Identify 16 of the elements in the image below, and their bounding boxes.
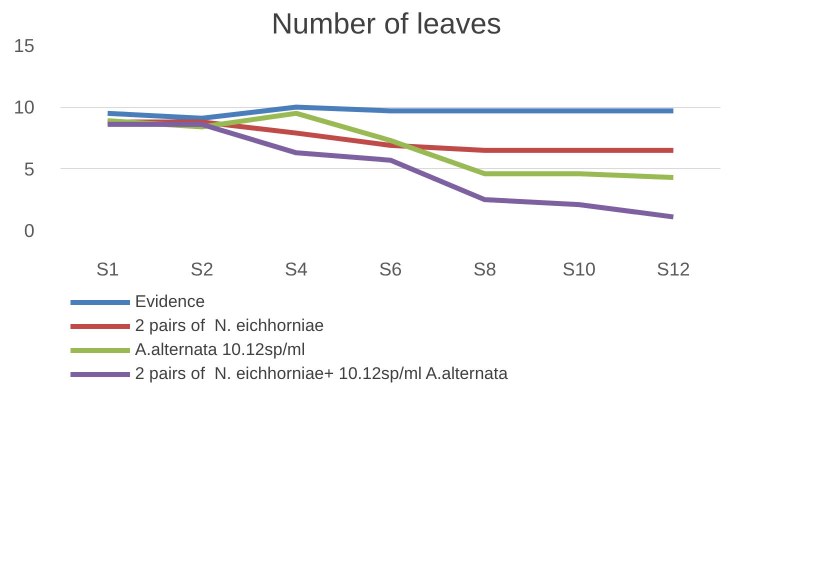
- x-tick-label: S10: [562, 258, 596, 280]
- chart-title: Number of leaves: [272, 8, 502, 40]
- y-tick-label: 15: [14, 35, 35, 56]
- x-tick-label: S1: [96, 258, 120, 280]
- x-tick-label: S6: [379, 258, 402, 280]
- legend-label: 2 pairs of N. eichhorniae+ 10.12sp/ml A.alternata: [135, 364, 508, 384]
- legend-label: 2 pairs of N. eichhorniae: [135, 316, 324, 336]
- legend-label: A.alternata 10.12sp/ml: [135, 340, 306, 360]
- y-tick-label: 0: [24, 220, 35, 241]
- y-tick-label: 10: [14, 96, 35, 118]
- y-tick-label: 5: [24, 158, 35, 180]
- x-tick-label: S4: [284, 258, 308, 280]
- x-tick-label: S2: [190, 258, 214, 280]
- x-tick-label: S12: [656, 258, 690, 280]
- legend-label: Evidence: [135, 292, 205, 312]
- x-tick-label: S8: [473, 258, 496, 280]
